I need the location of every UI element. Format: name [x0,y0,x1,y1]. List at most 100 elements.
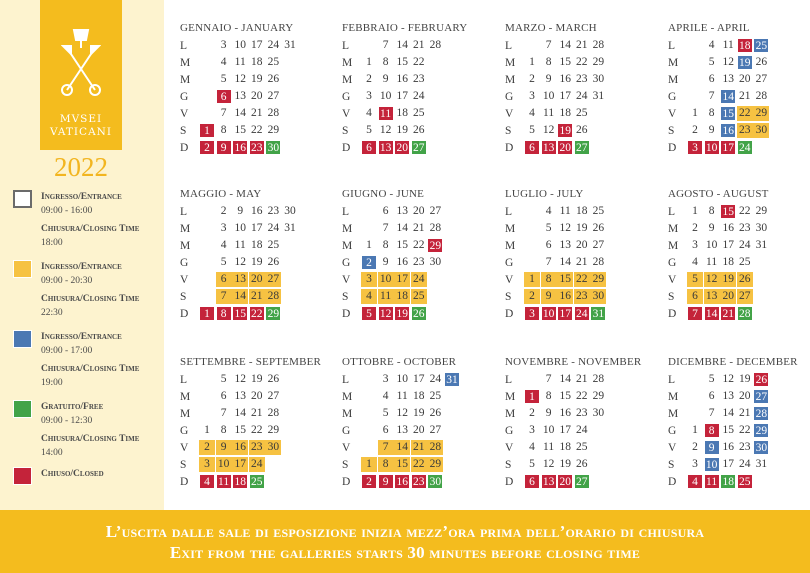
date-cell: 2 [692,441,698,453]
date-cell: 2 [692,222,698,234]
date-cell: 10 [377,272,394,287]
date-cell: 19 [576,222,588,234]
month-title: OTTOBRE - OCTOBER [342,356,457,368]
date-cell: 3 [382,373,389,385]
date-cell: 18 [576,205,588,217]
date-cell: 24 [736,140,753,155]
weekday-letter: G [505,257,514,269]
date-cell: 28 [429,222,442,234]
date-cell: 11 [377,289,394,304]
date-cell: 16 [396,256,408,268]
month-block: MAGGIO - MAY L 2 9 16 23 30 M 3 10 17 24 31 M 4 11 18 25 G… [180,188,340,348]
date-cell: 10 [542,424,555,436]
date-cell: 15 [722,424,734,436]
date-cell: 17 [722,239,734,251]
date-cell: 22 [410,457,427,472]
date-cell: 25 [267,239,280,251]
date-cell: 3 [529,424,535,436]
date-cell: 22 [576,56,588,68]
date-cell: 9 [215,440,232,455]
date-cell: 16 [557,289,574,304]
weekday-letter: V [342,108,351,120]
date-cell: 21 [410,440,427,455]
weekday-letter: M [180,408,191,420]
date-cell: 21 [251,107,263,119]
date-cell: 28 [427,440,444,455]
footer-note-english: Exit from the galleries starts 30 minute… [169,543,641,562]
date-cell: 20 [720,289,737,304]
weekday-letter: V [505,442,514,454]
date-cell: 18 [722,256,734,268]
date-cell: 8 [382,56,389,68]
date-cell: 26 [576,458,588,470]
logo-lettering-line2: VATICANI [50,126,112,138]
weekday-letter: G [342,425,351,437]
date-cell: 16 [232,140,249,155]
date-cell: 8 [220,124,227,136]
date-cell: 3 [199,457,215,472]
legend-swatch-red [13,467,32,485]
date-cell: 22 [248,306,265,321]
date-cell: 12 [542,458,555,470]
date-cell: 30 [265,140,282,155]
date-cell: 15 [394,457,411,472]
date-cell: 6 [708,390,715,402]
date-cell: 8 [708,205,715,217]
date-cell: 7 [708,407,715,419]
month-title: AGOSTO - AUGUST [668,188,769,200]
weekday-letter: S [668,459,675,471]
date-cell: 1 [366,239,372,251]
weekday-letter: V [668,274,677,286]
date-cell: 12 [396,407,408,419]
date-cell: 21 [576,39,588,51]
date-cell: 13 [232,272,249,287]
date-cell: 3 [687,140,703,155]
date-cell: 22 [251,424,263,436]
weekday-letter: M [180,57,191,69]
date-cell: 17 [251,39,263,51]
date-cell: 19 [720,272,737,287]
date-cell: 22 [413,56,425,68]
date-cell: 26 [413,124,425,136]
legend-closing-time: 22:30 [41,308,63,318]
date-cell: 16 [559,407,571,419]
weekday-letter: G [180,425,189,437]
month-block: GENNAIO - JANUARY L 3 10 17 24 31 M 4 11 18 25 M 5 12 1… [180,22,340,182]
date-cell: 16 [251,205,263,217]
date-cell: 17 [557,306,574,321]
date-cell: 4 [692,256,698,268]
date-cell: 28 [753,406,770,421]
date-cell: 12 [559,222,571,234]
date-cell: 25 [736,474,753,489]
date-cell: 23 [576,407,588,419]
date-cell: 9 [382,256,389,268]
date-cell: 6 [524,474,540,489]
weekday-letter: S [342,459,349,471]
date-cell: 30 [753,123,770,138]
date-cell: 6 [215,89,232,104]
date-cell: 13 [722,390,734,402]
weekday-letter: S [342,291,349,303]
date-cell: 8 [382,239,389,251]
weekday-letter: D [668,476,677,488]
weekday-letter: L [342,374,350,386]
date-cell: 31 [444,372,460,387]
date-cell: 4 [220,56,227,68]
date-cell: 18 [559,107,571,119]
date-cell: 15 [234,124,246,136]
weekday-letter: V [668,442,677,454]
date-cell: 5 [382,407,389,419]
date-cell: 12 [379,124,392,136]
date-cell: 25 [410,289,427,304]
date-cell: 18 [413,390,425,402]
date-cell: 2 [529,73,535,85]
date-cell: 17 [559,90,571,102]
date-cell: 24 [576,90,588,102]
date-cell: 26 [267,256,280,268]
date-cell: 23 [739,222,751,234]
date-cell: 13 [396,424,408,436]
date-cell: 23 [413,73,425,85]
weekday-letter: G [180,91,189,103]
date-cell: 28 [736,306,753,321]
legend-hours: 09:00 - 16:00 [41,206,93,216]
